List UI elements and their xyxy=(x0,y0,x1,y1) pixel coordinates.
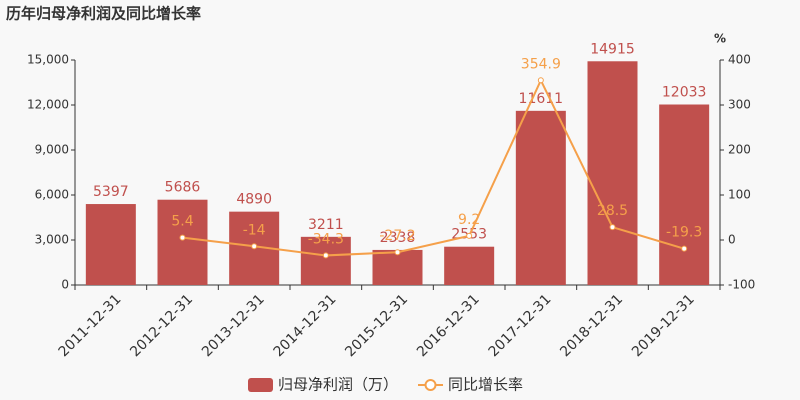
legend-label: 归母净利润（万） xyxy=(278,376,398,394)
legend-label: 同比增长率 xyxy=(448,376,523,394)
line-point xyxy=(322,252,329,259)
bar-value-label: 2338 xyxy=(380,230,416,246)
line-point xyxy=(179,234,186,241)
bar xyxy=(300,236,351,285)
y2-tick-label: 200 xyxy=(728,143,751,157)
y2-tick-label: -100 xyxy=(728,278,755,292)
y-tick-label: 15,000 xyxy=(27,53,69,67)
bar-value-label: 11611 xyxy=(519,91,564,107)
bar-value-label: 14915 xyxy=(590,41,635,57)
bar-value-label: 5686 xyxy=(165,180,201,196)
y-tick-label: 9,000 xyxy=(35,143,69,157)
line-value-label: 5.4 xyxy=(171,214,193,230)
line-value-label: 354.9 xyxy=(521,56,561,72)
bar-value-label: 3211 xyxy=(308,217,344,233)
line-value-label: -27.2 xyxy=(379,228,415,244)
bar xyxy=(444,246,495,285)
line-value-label: -34.3 xyxy=(308,231,344,247)
y2-tick-label: 100 xyxy=(728,188,751,202)
line-point xyxy=(466,232,473,239)
bar xyxy=(85,204,136,285)
chart-title: 历年归母净利润及同比增长率 xyxy=(6,5,201,23)
line-value-label: 9.2 xyxy=(458,212,480,228)
bar-value-label: 4890 xyxy=(236,192,272,208)
legend-swatch xyxy=(424,379,437,391)
legend-item: 同比增长率 xyxy=(418,376,523,394)
legend-item: 归母净利润（万） xyxy=(248,376,398,394)
y2-tick-label: 400 xyxy=(728,53,751,67)
bar xyxy=(587,61,638,286)
bar-value-label: 12033 xyxy=(662,85,707,101)
line-point xyxy=(609,224,616,231)
y-tick-label: 6,000 xyxy=(35,188,69,202)
line xyxy=(182,77,685,257)
bar xyxy=(515,110,566,286)
line-point xyxy=(251,243,258,250)
y-tick-label: 0 xyxy=(61,278,69,292)
bar xyxy=(372,249,423,285)
line-point xyxy=(537,77,544,84)
line-value-label: 28.5 xyxy=(597,203,628,219)
y-tick-label: 3,000 xyxy=(35,233,69,247)
legend-swatch xyxy=(248,378,273,392)
line-value-label: -14 xyxy=(243,222,266,238)
line-point xyxy=(394,249,401,256)
y2-tick-label: 300 xyxy=(728,98,751,112)
y2-tick-label: 0 xyxy=(728,233,736,247)
line-point xyxy=(681,245,688,252)
bar-value-label: 5397 xyxy=(93,184,129,200)
bar xyxy=(659,104,710,285)
y-tick-label: 12,000 xyxy=(27,98,69,112)
bar xyxy=(157,199,208,285)
y2-unit: % xyxy=(714,32,726,46)
line-value-label: -19.3 xyxy=(666,225,702,241)
